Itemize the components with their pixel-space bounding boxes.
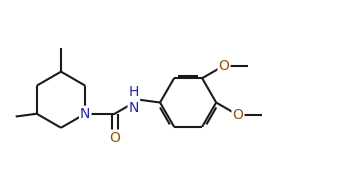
Text: H
N: H N: [129, 85, 139, 115]
Text: N: N: [80, 107, 90, 121]
Text: O: O: [109, 131, 120, 145]
Text: O: O: [219, 59, 230, 73]
Text: O: O: [233, 108, 244, 122]
